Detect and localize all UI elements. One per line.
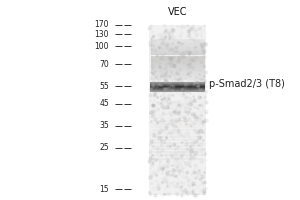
- Bar: [151, 45, 205, 46]
- Bar: [151, 77, 205, 79]
- Bar: [150, 83, 206, 84]
- Bar: [152, 114, 203, 116]
- Bar: [151, 60, 205, 61]
- Text: 35: 35: [99, 121, 109, 130]
- Bar: [151, 53, 205, 54]
- Bar: [151, 76, 205, 77]
- Bar: [152, 142, 203, 144]
- Text: VEC: VEC: [168, 7, 188, 17]
- Bar: [150, 84, 206, 85]
- Bar: [150, 86, 206, 87]
- Bar: [152, 136, 203, 138]
- Bar: [151, 72, 205, 73]
- Bar: [150, 88, 206, 89]
- Bar: [151, 62, 205, 64]
- Bar: [150, 87, 206, 88]
- Text: 25: 25: [100, 143, 109, 152]
- Bar: [149, 25, 206, 195]
- Bar: [150, 91, 206, 92]
- Bar: [151, 64, 205, 65]
- Bar: [151, 65, 205, 66]
- Bar: [151, 57, 205, 58]
- Bar: [151, 71, 205, 72]
- Bar: [152, 129, 203, 131]
- Bar: [152, 120, 203, 122]
- Text: 100: 100: [95, 42, 109, 51]
- Bar: [150, 90, 206, 91]
- Text: 130: 130: [95, 30, 109, 39]
- Bar: [152, 117, 203, 119]
- Bar: [152, 111, 203, 113]
- Text: 45: 45: [99, 99, 109, 108]
- Bar: [152, 107, 203, 109]
- Bar: [151, 75, 205, 76]
- Bar: [151, 73, 205, 75]
- Bar: [152, 104, 203, 106]
- Text: 15: 15: [100, 185, 109, 194]
- Text: 70: 70: [99, 60, 109, 69]
- Bar: [152, 158, 203, 160]
- Bar: [152, 98, 203, 100]
- Bar: [151, 58, 205, 60]
- Text: 55: 55: [99, 82, 109, 91]
- Bar: [150, 89, 206, 90]
- Bar: [151, 42, 205, 43]
- Bar: [151, 61, 205, 62]
- Bar: [151, 46, 205, 47]
- Bar: [150, 85, 206, 86]
- Bar: [152, 133, 203, 134]
- Bar: [151, 56, 205, 57]
- Bar: [152, 145, 203, 147]
- Bar: [152, 139, 203, 141]
- Bar: [151, 43, 205, 45]
- Bar: [151, 66, 205, 68]
- Bar: [151, 39, 205, 40]
- Bar: [152, 126, 203, 128]
- Bar: [152, 101, 203, 103]
- Bar: [151, 54, 205, 55]
- Bar: [151, 79, 205, 80]
- Bar: [151, 40, 205, 42]
- Bar: [151, 50, 205, 51]
- Bar: [151, 51, 205, 53]
- Bar: [152, 123, 203, 125]
- Bar: [151, 49, 205, 50]
- Text: p-Smad2/3 (T8): p-Smad2/3 (T8): [209, 79, 285, 89]
- Bar: [151, 69, 205, 71]
- Bar: [152, 148, 203, 150]
- Bar: [151, 68, 205, 69]
- Text: 170: 170: [95, 20, 109, 29]
- Bar: [152, 151, 203, 153]
- Bar: [152, 154, 203, 156]
- Bar: [150, 82, 206, 83]
- Bar: [151, 47, 205, 49]
